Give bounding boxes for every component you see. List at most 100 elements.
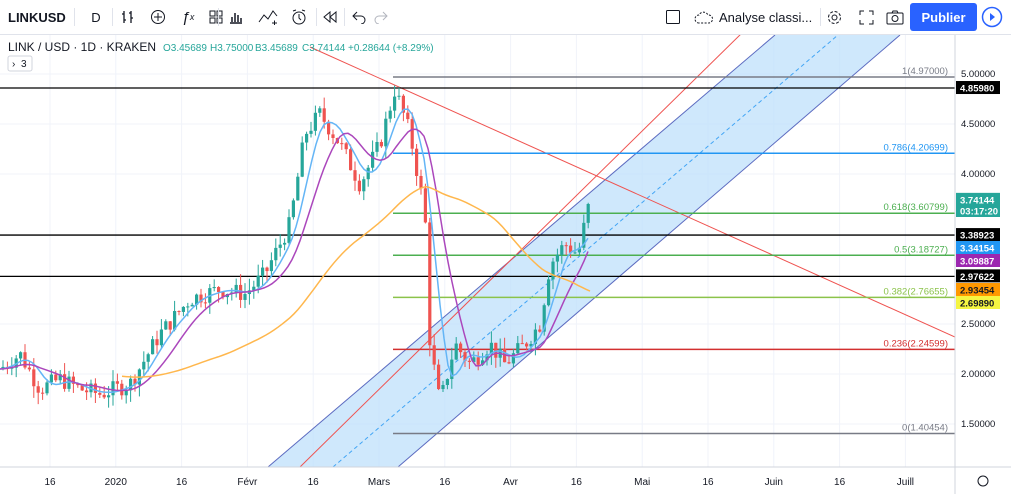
candle-body xyxy=(520,343,524,345)
interval-button[interactable]: D xyxy=(91,9,101,25)
candle-body xyxy=(397,95,401,97)
candle-body xyxy=(459,343,463,353)
candle-body xyxy=(261,267,265,276)
candle-body xyxy=(142,361,146,370)
candle-body xyxy=(525,343,529,347)
candle-body xyxy=(481,360,485,365)
candle-body xyxy=(221,291,225,298)
candle-body xyxy=(173,311,177,330)
candle-body xyxy=(393,96,397,111)
time-tick: 16 xyxy=(308,477,320,488)
divider xyxy=(316,8,317,26)
fib-label: 1(4.97000) xyxy=(902,66,948,77)
alert-icon[interactable] xyxy=(288,5,310,29)
candle-body xyxy=(212,287,216,289)
layout-icon[interactable] xyxy=(662,5,684,29)
candle-body xyxy=(85,390,89,393)
candle-body xyxy=(432,345,436,365)
time-tick: 16 xyxy=(702,477,714,488)
undo-icon[interactable] xyxy=(350,5,368,29)
indicators-toggle[interactable]: › 3 xyxy=(7,55,33,72)
fib-label: 0.382(2.76655) xyxy=(884,286,948,297)
indicators-icon[interactable] xyxy=(148,5,168,29)
price-label: 4.85980 xyxy=(960,84,994,95)
candle-body xyxy=(366,167,370,180)
price-label: 3.74144 xyxy=(960,195,995,206)
fib-label: 0(1.40454) xyxy=(902,423,948,434)
candle-body xyxy=(586,203,590,223)
time-tick: 2020 xyxy=(105,477,128,488)
candle-body xyxy=(401,95,405,113)
candle-body xyxy=(494,342,498,358)
time-tick: Févr xyxy=(237,477,258,488)
candle-body xyxy=(533,329,537,344)
price-chart[interactable]: 1(4.97000) 0.786(4.20699) 0.618(3.60799) 0.… xyxy=(0,35,1011,494)
publish-button[interactable]: Publier xyxy=(910,3,977,31)
price-label-bg xyxy=(956,81,1000,95)
time-tick: 16 xyxy=(176,477,188,488)
candle-body xyxy=(428,222,432,346)
candle-body xyxy=(463,352,467,361)
time-tick: Juin xyxy=(765,477,783,488)
chart-pane[interactable]: 1(4.97000) 0.786(4.20699) 0.618(3.60799) 0.… xyxy=(0,35,1011,494)
svg-text:›: › xyxy=(12,59,15,70)
settings-icon[interactable] xyxy=(824,5,844,29)
templates-icon[interactable] xyxy=(206,5,226,29)
time-tick: 16 xyxy=(439,477,451,488)
channel-upper xyxy=(267,35,776,467)
candle-body xyxy=(274,247,278,261)
candle-body xyxy=(296,176,300,201)
candle-body xyxy=(49,374,53,383)
price-tick: 4.00000 xyxy=(961,169,995,180)
play-icon[interactable] xyxy=(981,6,1003,28)
legend-change: +0.28644 (+8.29%) xyxy=(348,43,434,54)
layout-name-button[interactable]: Analyse classi... xyxy=(694,5,818,29)
candle-body xyxy=(217,287,221,292)
regression-channel xyxy=(268,35,900,467)
replay-icon[interactable] xyxy=(320,5,340,29)
candle-body xyxy=(344,143,348,150)
price-tick: 5.00000 xyxy=(961,69,995,80)
camera-icon[interactable] xyxy=(884,5,906,29)
legend-title: LINK / USD · 1D · KRAKEN xyxy=(8,40,156,54)
price-label-bg xyxy=(956,254,1000,267)
bar-style-icon[interactable] xyxy=(118,5,138,29)
compare-icon[interactable] xyxy=(256,5,280,29)
candle-body xyxy=(283,242,287,245)
ma-fast-line xyxy=(0,108,589,394)
divider xyxy=(820,8,821,26)
candle-body xyxy=(349,149,353,171)
layout-name-label: Analyse classi... xyxy=(719,9,813,25)
chart-type-icon[interactable] xyxy=(226,5,246,29)
candle-body xyxy=(577,247,581,253)
price-label-bg xyxy=(956,296,1000,309)
time-tick: Avr xyxy=(503,477,518,488)
redo-icon[interactable] xyxy=(372,5,390,29)
candle-body xyxy=(269,260,273,272)
candle-body xyxy=(305,133,309,143)
fib-label: 0.786(4.20699) xyxy=(884,142,948,153)
candle-body xyxy=(45,382,49,394)
candle-body xyxy=(318,108,322,113)
price-label-bg xyxy=(956,241,1000,254)
candle-body xyxy=(547,279,551,306)
candle-body xyxy=(357,180,361,192)
fullscreen-icon[interactable] xyxy=(856,5,876,29)
candle-body xyxy=(362,179,366,192)
candle-body xyxy=(564,245,568,247)
legend-close: C3.74144 xyxy=(302,43,346,54)
candle-body xyxy=(80,385,84,391)
symbol-search[interactable]: LINKUSD xyxy=(8,9,66,25)
trend-line xyxy=(299,35,741,467)
price-label: 03:17:20 xyxy=(960,207,998,218)
candle-body xyxy=(313,112,317,131)
candle-body xyxy=(375,141,379,152)
price-tick: 4.50000 xyxy=(961,119,995,130)
candle-body xyxy=(529,343,533,347)
fib-label: 0.618(3.60799) xyxy=(884,202,948,213)
price-label-bg xyxy=(956,228,1000,242)
time-tick: 16 xyxy=(44,477,56,488)
